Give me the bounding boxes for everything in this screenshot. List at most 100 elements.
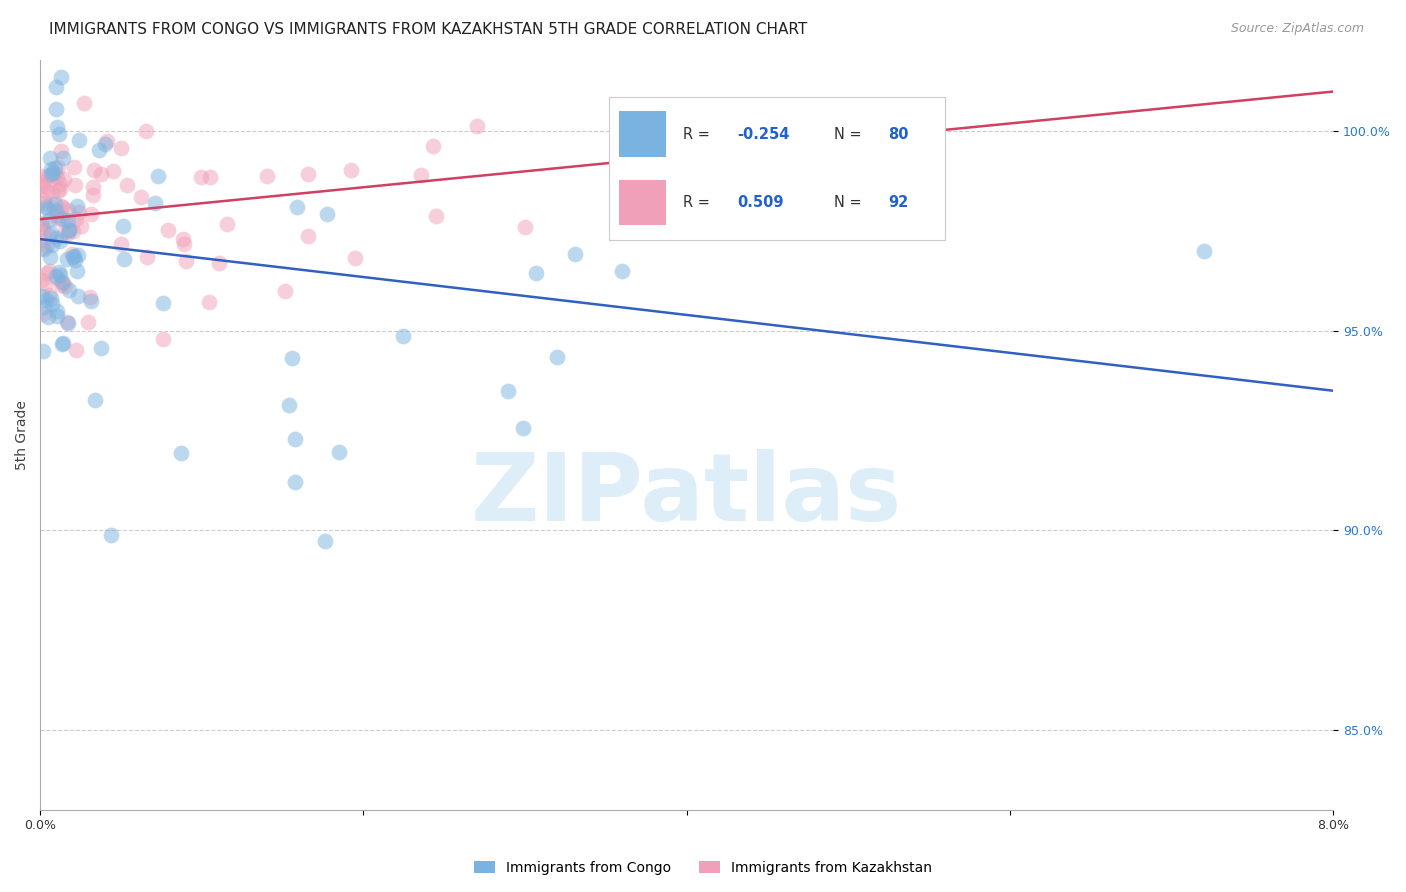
Point	[38, 288, 60, 302]
Point	[409, 169, 432, 183]
Text: ZIPatlas: ZIPatlas	[471, 449, 903, 541]
Point	[45, 120, 67, 135]
Point	[285, 200, 308, 214]
Point	[524, 266, 547, 280]
Point	[256, 169, 278, 183]
Point	[198, 295, 221, 310]
Point	[48, 127, 70, 141]
Point	[100, 528, 122, 542]
Point	[339, 163, 361, 178]
Point	[39, 226, 62, 240]
Point	[172, 232, 194, 246]
Point	[914, 134, 936, 148]
Point	[56, 252, 79, 267]
Point	[35, 238, 58, 252]
Point	[170, 446, 193, 460]
Point	[56, 317, 79, 331]
Point	[49, 182, 72, 196]
Point	[41, 291, 63, 305]
Point	[48, 265, 70, 279]
Point	[46, 184, 69, 198]
Point	[156, 222, 179, 236]
Point	[41, 238, 63, 252]
Point	[35, 200, 58, 214]
Point	[58, 222, 80, 236]
Point	[44, 209, 66, 223]
Point	[65, 212, 87, 227]
Point	[63, 160, 86, 174]
Point	[67, 248, 90, 262]
Point	[45, 102, 67, 116]
Point	[297, 167, 319, 181]
Point	[56, 315, 79, 329]
Point	[215, 218, 238, 232]
Point	[37, 310, 59, 325]
Point	[67, 204, 90, 219]
Point	[51, 199, 73, 213]
Point	[37, 169, 59, 184]
Point	[143, 195, 166, 210]
Point	[42, 166, 65, 180]
Point	[45, 310, 67, 324]
Point	[39, 250, 62, 264]
Point	[37, 213, 59, 227]
Point	[174, 254, 197, 268]
Point	[34, 278, 56, 293]
Point	[115, 178, 138, 192]
Point	[80, 294, 103, 309]
Point	[30, 234, 52, 248]
Point	[135, 124, 157, 138]
Point	[62, 249, 84, 263]
Point	[314, 533, 336, 548]
Point	[392, 329, 415, 343]
Point	[32, 178, 55, 193]
Point	[52, 152, 75, 166]
Point	[58, 223, 80, 237]
Point	[49, 268, 72, 282]
Point	[274, 284, 297, 298]
Point	[38, 264, 60, 278]
Point	[41, 297, 63, 311]
Point	[31, 220, 53, 235]
Point	[37, 202, 59, 216]
Point	[1192, 244, 1215, 259]
Point	[30, 169, 52, 184]
Point	[49, 145, 72, 159]
Point	[49, 70, 72, 84]
Point	[32, 300, 55, 314]
Point	[45, 203, 67, 218]
Point	[45, 230, 67, 244]
Point	[62, 251, 84, 265]
Point	[328, 445, 350, 459]
Point	[297, 228, 319, 243]
Point	[82, 180, 104, 194]
Point	[45, 269, 67, 284]
Point	[208, 256, 231, 270]
Point	[49, 278, 72, 293]
Point	[65, 343, 87, 358]
Point	[83, 163, 105, 178]
Point	[112, 252, 135, 266]
Point	[49, 234, 72, 248]
Point	[146, 169, 169, 184]
Point	[62, 225, 84, 239]
Point	[41, 186, 63, 200]
Point	[422, 138, 444, 153]
Point	[38, 227, 60, 242]
Point	[39, 167, 62, 181]
Point	[82, 188, 104, 202]
Point	[31, 241, 53, 255]
Point	[80, 207, 103, 221]
Point	[31, 216, 53, 230]
Point	[35, 186, 58, 200]
Point	[30, 218, 52, 232]
Point	[63, 178, 86, 193]
Point	[610, 264, 633, 278]
Point	[46, 271, 69, 285]
Point	[546, 351, 568, 365]
Point	[496, 384, 519, 398]
Point	[512, 421, 534, 435]
Text: IMMIGRANTS FROM CONGO VS IMMIGRANTS FROM KAZAKHSTAN 5TH GRADE CORRELATION CHART: IMMIGRANTS FROM CONGO VS IMMIGRANTS FROM…	[49, 22, 807, 37]
Point	[135, 250, 157, 264]
Point	[66, 199, 89, 213]
